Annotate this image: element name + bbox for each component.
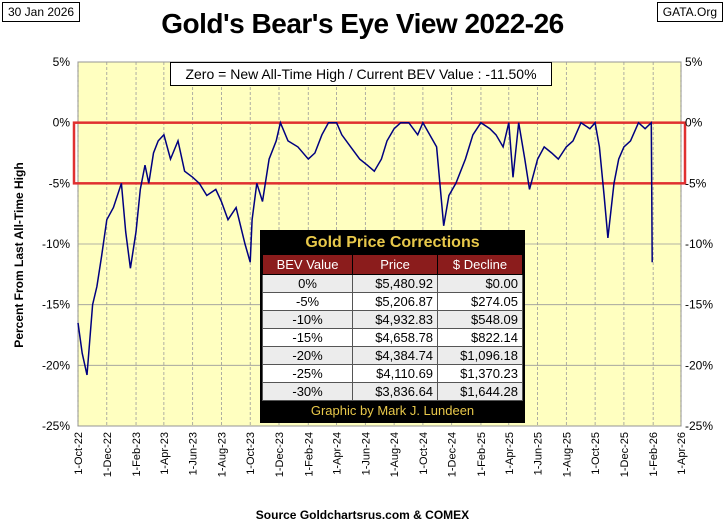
x-tick-label: 1-Jun-23	[188, 432, 200, 475]
source-label: Source Goldchartsrus.com & COMEX	[255, 508, 470, 522]
cell-bev: 0%	[261, 274, 354, 293]
y-tick-label-right: -25%	[685, 419, 713, 433]
x-tick-label: 1-Apr-26	[676, 432, 688, 475]
y-tick-label-right: 0%	[685, 116, 703, 130]
cell-bev: -20%	[261, 346, 354, 365]
cell-decline: $1,370.23	[437, 364, 523, 383]
table-title: Gold Price Corrections	[305, 234, 480, 251]
y-tick-label-right: 5%	[685, 55, 703, 69]
x-tick-label: 1-Aug-23	[216, 432, 228, 477]
x-tick-label: 1-Dec-25	[619, 432, 631, 477]
x-tick-label: 1-Jun-24	[360, 432, 372, 475]
table-footer: Graphic by Mark J. Lundeen	[310, 403, 475, 418]
header-price: Price	[352, 254, 439, 275]
cell-price: $4,384.74	[352, 346, 439, 365]
cell-bev: -5%	[261, 292, 354, 311]
x-tick-label: 1-Jun-25	[533, 432, 545, 475]
y-axis-label: Percent From Last All-Time High	[12, 162, 26, 348]
cell-decline: $548.09	[437, 310, 523, 329]
y-tick-label-left: -5%	[49, 176, 71, 190]
cell-decline: $1,644.28	[437, 382, 523, 401]
cell-price: $5,480.92	[352, 274, 439, 293]
y-tick-labels-right: 5% 0% -5% -10% -15% -20% -25%	[685, 55, 713, 433]
cell-decline: $822.14	[437, 328, 523, 347]
x-tick-label: 1-Aug-24	[389, 432, 401, 477]
cell-decline: $1,096.18	[437, 346, 523, 365]
table-row: -10% $4,932.83 $548.09	[261, 310, 523, 329]
cell-price: $5,206.87	[352, 292, 439, 311]
x-tick-label: 1-Apr-25	[504, 432, 516, 475]
y-tick-label-left: 5%	[53, 55, 71, 69]
x-tick-label: 1-Feb-23	[131, 432, 143, 477]
y-tick-label-left: -15%	[42, 298, 70, 312]
cell-bev: -15%	[261, 328, 354, 347]
chart-subtitle: Zero = New All-Time High / Current BEV V…	[170, 62, 552, 86]
y-tick-label-left: -25%	[42, 419, 70, 433]
cell-price: $4,658.78	[352, 328, 439, 347]
y-tick-label-left: -20%	[42, 358, 70, 372]
site-label: GATA.Org	[656, 2, 723, 22]
highlight-band	[72, 121, 687, 185]
corrections-table: Gold Price Corrections BEV Value Price $…	[260, 230, 525, 423]
y-tick-label-right: -15%	[685, 298, 713, 312]
x-tick-label: 1-Oct-23	[245, 432, 257, 475]
y-tick-labels-left: 5% 0% -5% -10% -15% -20% -25%	[42, 55, 70, 433]
x-tick-label: 1-Feb-24	[303, 432, 315, 477]
table-row: -15% $4,658.78 $822.14	[261, 328, 523, 347]
corrections-grid: BEV Value Price $ Decline 0% $5,480.92 $0.…	[261, 254, 523, 401]
y-tick-label-right: -20%	[685, 358, 713, 372]
cell-bev: -10%	[261, 310, 354, 329]
cell-bev: -30%	[261, 382, 354, 401]
cell-bev: -25%	[261, 364, 354, 383]
table-header-row: BEV Value Price $ Decline	[261, 254, 523, 275]
y-tick-label-right: -10%	[685, 237, 713, 251]
x-tick-label: 1-Feb-25	[476, 432, 488, 477]
table-row: -25% $4,110.69 $1,370.23	[261, 364, 523, 383]
x-tick-label: 1-Aug-25	[561, 432, 573, 477]
chart-title: Gold's Bear's Eye View 2022-26	[161, 8, 564, 39]
x-tick-label: 1-Feb-26	[648, 432, 660, 477]
header-decline: $ Decline	[437, 254, 523, 275]
bev-series-line	[77, 120, 653, 376]
x-tick-labels: 1-Oct-22 1-Dec-22 1-Feb-23 1-Apr-23 1-Jun-23…	[73, 432, 688, 477]
x-tick-label: 1-Dec-24	[447, 432, 459, 477]
table-row: 0% $5,480.92 $0.00	[261, 274, 523, 293]
cell-price: $3,836.64	[352, 382, 439, 401]
x-tick-label: 1-Apr-23	[159, 432, 171, 475]
cell-price: $4,110.69	[352, 364, 439, 383]
cell-decline: $0.00	[437, 274, 523, 293]
table-row: -5% $5,206.87 $274.05	[261, 292, 523, 311]
x-tick-label: 1-Oct-25	[590, 432, 602, 475]
x-tick-label: 1-Oct-24	[418, 432, 430, 475]
highlight-box	[72, 121, 687, 185]
x-tick-label: 1-Dec-22	[102, 432, 114, 477]
x-tick-label: 1-Dec-23	[274, 432, 286, 477]
header-bev: BEV Value	[261, 254, 354, 275]
x-tick-label: 1-Oct-22	[73, 432, 85, 475]
cell-price: $4,932.83	[352, 310, 439, 329]
date-label: 30 Jan 2026	[2, 2, 81, 22]
cell-decline: $274.05	[437, 292, 523, 311]
table-row: -30% $3,836.64 $1,644.28	[261, 382, 523, 401]
table-row: -20% $4,384.74 $1,096.18	[261, 346, 523, 365]
y-tick-label-left: 0%	[53, 116, 71, 130]
y-tick-label-right: -5%	[685, 176, 707, 190]
x-tick-label: 1-Apr-24	[332, 432, 344, 475]
y-tick-label-left: -10%	[42, 237, 70, 251]
